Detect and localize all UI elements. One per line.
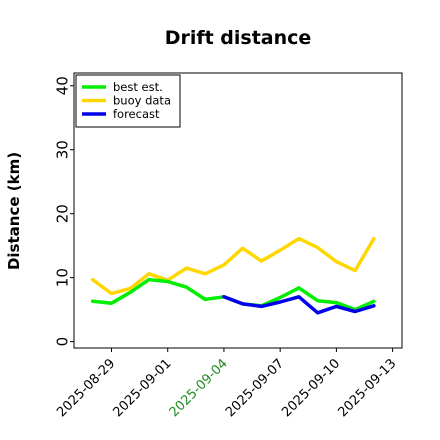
y-tick-label: 40 [53, 76, 71, 95]
plot-frame [73, 72, 403, 349]
x-tick-label: 2025-09-07 [223, 356, 287, 420]
series-line [222, 295, 376, 315]
y-tick-label: 0 [53, 337, 71, 347]
legend-label: best est. [113, 80, 163, 94]
y-axis-label: Distance (km) [5, 152, 23, 270]
x-axis-ticks: 2025-08-292025-09-012025-09-042025-09-07… [54, 348, 399, 420]
y-tick-label: 20 [53, 204, 71, 223]
legend-label: forecast [113, 107, 160, 121]
y-tick-label: 10 [53, 268, 71, 287]
chart-title: Drift distance [165, 27, 312, 49]
y-axis-ticks: 0 10 20 30 40 [53, 76, 74, 346]
x-tick-label: 2025-08-29 [54, 356, 118, 420]
y-tick-label: 30 [53, 140, 71, 159]
x-tick-label: 2025-09-13 [335, 356, 399, 420]
x-tick-label: 2025-09-01 [111, 356, 175, 420]
series-line [90, 236, 376, 296]
legend-label: buoy data [113, 94, 171, 108]
series-lines [90, 236, 376, 315]
x-tick-label: 2025-09-10 [279, 356, 343, 420]
x-tick-label: 2025-09-04 [167, 356, 231, 420]
